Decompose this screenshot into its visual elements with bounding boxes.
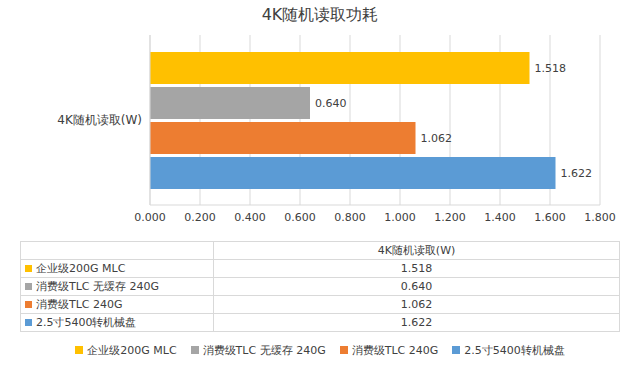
html-text:2.5寸5400转机械盘: 2.5寸5400转机械盘 bbox=[464, 343, 565, 357]
html-text:1.518: 1.518 bbox=[400, 262, 433, 275]
html-text:企业级200G MLC: 企业级200G MLC bbox=[87, 343, 177, 357]
svg-text:1.200: 1.200 bbox=[434, 211, 466, 224]
svg-text:1.800: 1.800 bbox=[584, 211, 616, 224]
html-text:消费级TLC 无缓存 240G: 消费级TLC 无缓存 240G bbox=[202, 343, 326, 357]
html-text:1.622: 1.622 bbox=[400, 316, 433, 329]
html-text:0.640: 0.640 bbox=[400, 280, 433, 293]
svg-text:1.518: 1.518 bbox=[535, 62, 567, 75]
svg-text:0.000: 0.000 bbox=[134, 211, 166, 224]
svg-text:1.062: 1.062 bbox=[421, 132, 453, 145]
svg-text:0.600: 0.600 bbox=[284, 211, 316, 224]
html-text:消费级TLC 240G: 消费级TLC 240G bbox=[351, 343, 439, 357]
html-text:4K随机读取功耗: 4K随机读取功耗 bbox=[261, 5, 379, 24]
svg-text:1.622: 1.622 bbox=[561, 167, 593, 180]
html-text:消费级TLC 无缓存 240G: 消费级TLC 无缓存 240G bbox=[36, 280, 159, 293]
svg-text:0.400: 0.400 bbox=[234, 211, 266, 224]
html-text:消费级TLC 240G: 消费级TLC 240G bbox=[36, 298, 123, 311]
html-text:1.062: 1.062 bbox=[400, 298, 433, 311]
svg-text:0.800: 0.800 bbox=[334, 211, 366, 224]
html-text:2.5寸5400转机械盘: 2.5寸5400转机械盘 bbox=[36, 316, 137, 329]
svg-text:1.600: 1.600 bbox=[534, 211, 566, 224]
svg-text:1.400: 1.400 bbox=[484, 211, 516, 224]
html-text:4K随机读取(W): 4K随机读取(W) bbox=[377, 244, 456, 257]
svg-text:4K随机读取(W): 4K随机读取(W) bbox=[57, 113, 142, 127]
svg-text:0.640: 0.640 bbox=[315, 97, 347, 110]
svg-text:0.200: 0.200 bbox=[184, 211, 216, 224]
svg-text:1.000: 1.000 bbox=[384, 211, 416, 224]
html-text:企业级200G MLC: 企业级200G MLC bbox=[36, 262, 126, 275]
